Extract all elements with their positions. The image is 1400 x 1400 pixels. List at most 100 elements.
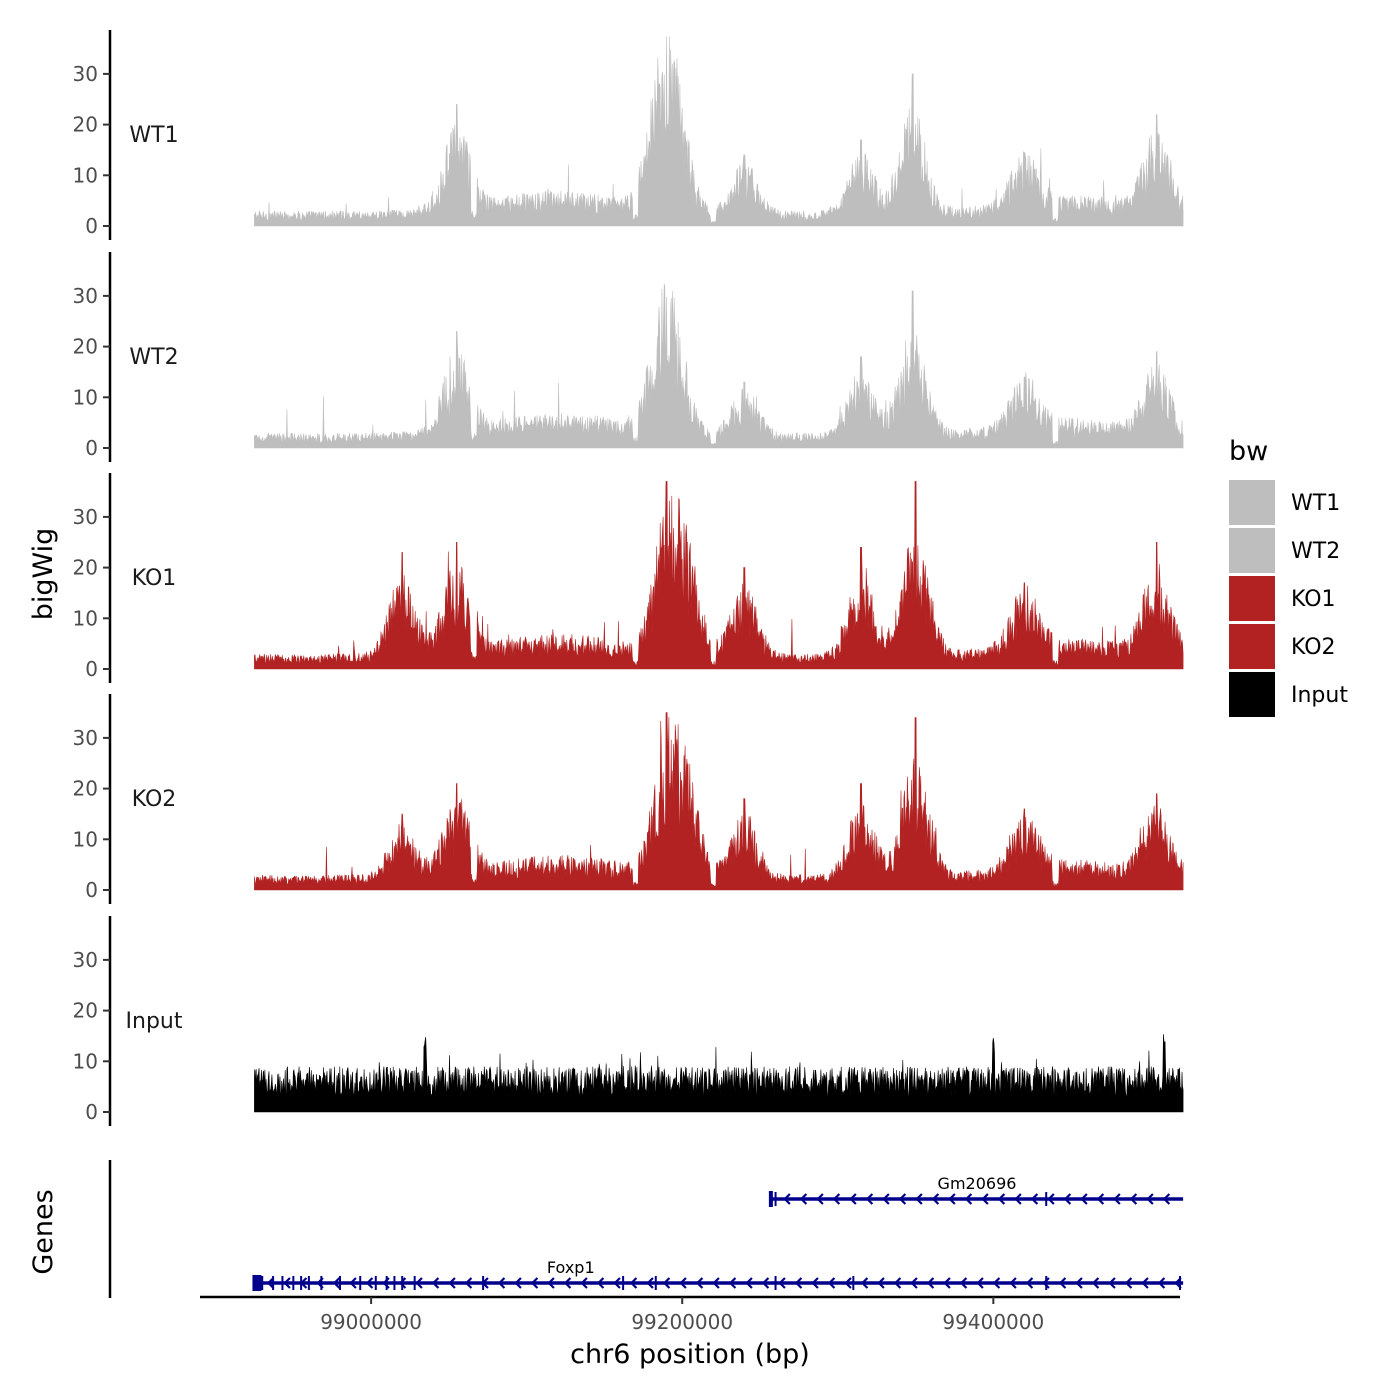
- strand-arrow: [997, 1193, 1006, 1205]
- exon-mark: [482, 1276, 485, 1290]
- legend-label-ko2: KO2: [1291, 635, 1336, 660]
- exon-mark: [654, 1276, 657, 1290]
- strand-arrow: [832, 1193, 841, 1205]
- y-tick-label: 20: [73, 777, 98, 801]
- strand-arrow: [1058, 1277, 1067, 1289]
- strand-arrow: [448, 1277, 456, 1289]
- strand-arrow: [1124, 1277, 1133, 1289]
- strand-arrow: [596, 1277, 605, 1289]
- strand-arrow: [332, 1277, 341, 1289]
- y-tick-label: 30: [73, 284, 98, 308]
- strand-arrow: [860, 1277, 869, 1289]
- strand-arrow: [981, 1193, 989, 1205]
- legend-swatch-wt1: [1229, 480, 1275, 525]
- gene-gm20696: Gm20696: [768, 1174, 1184, 1207]
- x-tick-label: 99200000: [631, 1310, 733, 1334]
- strand-arrow: [910, 1277, 918, 1289]
- legend-swatch-wt2: [1229, 528, 1275, 573]
- strand-arrow: [926, 1277, 935, 1289]
- exon-mark: [393, 1276, 396, 1290]
- y-tick-label: 0: [85, 436, 98, 460]
- y-tick-label: 20: [73, 113, 98, 137]
- legend-label-input: Input: [1291, 683, 1348, 708]
- gene-track: Gm20696 Foxp1: [108, 1160, 1184, 1298]
- strand-arrow: [778, 1277, 786, 1289]
- y-tick-label: 0: [85, 214, 98, 238]
- track-panels: 0 10 20 30 WT1 0 10 20 30 WT2 0 10 20 30 KO1 0 10 20 30 KO2…: [73, 30, 1184, 1126]
- strand-arrow: [948, 1193, 956, 1205]
- signal-area: [254, 36, 1184, 227]
- strand-arrow: [365, 1277, 374, 1289]
- exon-mark: [385, 1276, 388, 1290]
- strand-arrow: [1141, 1277, 1149, 1289]
- strand-arrow: [799, 1193, 808, 1205]
- strand-arrow: [849, 1193, 857, 1205]
- strand-arrow: [1091, 1277, 1100, 1289]
- strand-arrow: [1108, 1277, 1116, 1289]
- gene-foxp1: Foxp1: [252, 1258, 1184, 1291]
- legend-swatch-input: [1229, 672, 1275, 717]
- strand-arrow: [497, 1277, 506, 1289]
- strand-arrow: [398, 1277, 407, 1289]
- strand-arrow: [415, 1277, 423, 1289]
- strand-arrow: [1129, 1193, 1138, 1205]
- strand-arrow: [898, 1193, 907, 1205]
- legend-swatch-ko1: [1229, 576, 1275, 621]
- strand-arrow: [931, 1193, 940, 1205]
- strand-arrow: [1113, 1193, 1121, 1205]
- track-label: WT1: [129, 123, 178, 148]
- strand-arrow: [959, 1277, 968, 1289]
- strand-arrow: [1075, 1277, 1083, 1289]
- y-tick-label: 0: [85, 657, 98, 681]
- y-tick-label: 30: [73, 948, 98, 972]
- strand-arrow: [1047, 1193, 1055, 1205]
- strand-arrow: [1157, 1277, 1166, 1289]
- signal-area: [254, 481, 1184, 670]
- exon-mark: [1045, 1276, 1048, 1290]
- strand-arrow: [976, 1277, 984, 1289]
- strand-arrow: [728, 1277, 737, 1289]
- strand-arrow: [1096, 1193, 1105, 1205]
- strand-arrow: [563, 1277, 572, 1289]
- y-tick-label: 10: [73, 606, 98, 630]
- strand-arrow: [514, 1277, 522, 1289]
- y-tick-label: 0: [85, 1100, 98, 1124]
- exon-mark: [374, 1276, 377, 1290]
- legend-label-wt1: WT1: [1291, 491, 1340, 516]
- strand-arrow: [844, 1277, 852, 1289]
- y-axis-title: bigWig: [28, 528, 59, 621]
- track-label: Input: [126, 1009, 183, 1034]
- x-axis-title: chr6 position (bp): [570, 1339, 810, 1370]
- strand-arrow: [1009, 1277, 1017, 1289]
- strand-arrow: [464, 1277, 473, 1289]
- exon-mark: [300, 1276, 303, 1290]
- strand-arrow: [877, 1277, 885, 1289]
- legend: bw WT1 WT2 KO1 KO2 Input: [1229, 436, 1348, 717]
- y-tick-label: 0: [85, 878, 98, 902]
- exon-mark: [774, 1192, 777, 1206]
- signal-area: [254, 712, 1184, 891]
- track-label: WT2: [129, 345, 178, 370]
- strand-arrow: [283, 1277, 291, 1289]
- strand-arrow: [794, 1277, 803, 1289]
- gene-label: Gm20696: [938, 1174, 1017, 1193]
- exon-mark: [413, 1276, 416, 1290]
- y-tick-label: 30: [73, 62, 98, 86]
- strand-arrow: [893, 1277, 902, 1289]
- track-panel-ko2: 0 10 20 30 KO2: [73, 694, 1184, 904]
- exon-mark: [1045, 1192, 1048, 1206]
- exon-mark: [622, 1276, 625, 1290]
- strand-arrow: [882, 1193, 890, 1205]
- strand-arrow: [530, 1277, 539, 1289]
- x-tick-label: 99400000: [942, 1310, 1044, 1334]
- exon-mark: [401, 1276, 404, 1290]
- strand-arrow: [679, 1277, 687, 1289]
- exon-mark: [1179, 1276, 1181, 1290]
- track-label: KO2: [132, 787, 177, 812]
- strand-arrow: [580, 1277, 588, 1289]
- strand-arrow: [816, 1193, 824, 1205]
- strand-arrow: [547, 1277, 555, 1289]
- strand-arrow: [1025, 1277, 1034, 1289]
- track-panel-ko1: 0 10 20 30 KO1: [73, 473, 1184, 683]
